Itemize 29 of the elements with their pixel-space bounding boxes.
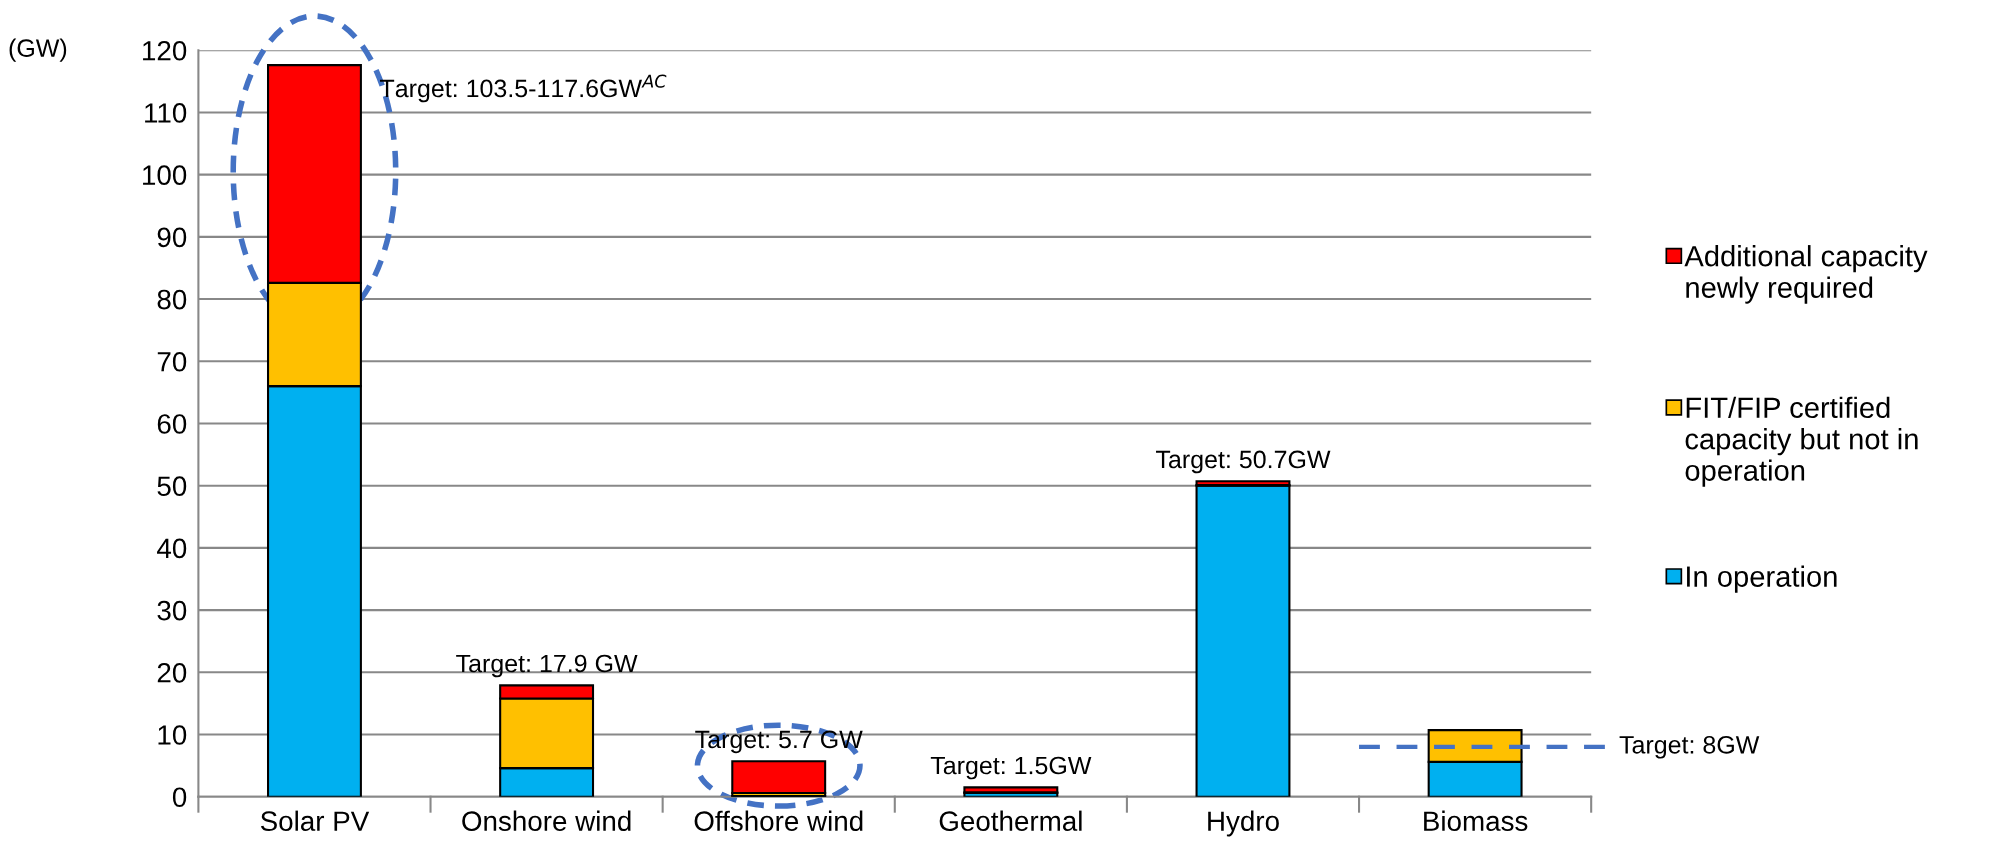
y-tick-label: 10 bbox=[158, 725, 187, 745]
annotation: Target: 17.9 GW bbox=[456, 654, 638, 678]
y-tick-label: 60 bbox=[157, 414, 187, 434]
annotation: Target: 50.7GW bbox=[1156, 450, 1331, 474]
x-tick-label: Biomass bbox=[1424, 810, 1528, 832]
ref-line-label: Target: 8GW bbox=[1619, 735, 1760, 759]
y-tick-label: 110 bbox=[145, 103, 187, 123]
y-axis-title: (GW) bbox=[9, 38, 67, 62]
y-tick-label: 80 bbox=[157, 289, 187, 310]
y-tick-label: 0 bbox=[172, 787, 187, 808]
legend-label: FIT/FIP certified capacity but not in operation bbox=[1685, 396, 1918, 487]
x-tick-label: Offshore wind bbox=[694, 810, 863, 832]
annotation: Target: 103.5-117.6GW$^{AC}$ bbox=[380, 74, 667, 103]
annotation: Target: 1.5GW bbox=[930, 756, 1092, 780]
x-tick-label: Geothermal bbox=[939, 810, 1082, 832]
legend-label: In operation bbox=[1687, 565, 1837, 593]
y-tick-label: 120 bbox=[143, 40, 187, 61]
annotation: Target: 5.7 GW bbox=[695, 730, 863, 754]
y-tick-label: 50 bbox=[157, 476, 187, 497]
y-tick-label: 40 bbox=[157, 538, 187, 559]
y-tick-label: 20 bbox=[157, 662, 187, 683]
x-tick-label: Onshore wind bbox=[462, 810, 631, 832]
y-tick-label: 90 bbox=[157, 227, 187, 248]
y-tick-label: 70 bbox=[157, 351, 187, 372]
y-tick-label: 30 bbox=[157, 600, 187, 621]
y-tick-label: 100 bbox=[143, 165, 187, 185]
x-tick-label: Hydro bbox=[1208, 810, 1279, 837]
x-tick-label: Solar PV bbox=[260, 810, 370, 832]
legend-label: Additional capacity newly required bbox=[1684, 245, 1928, 304]
